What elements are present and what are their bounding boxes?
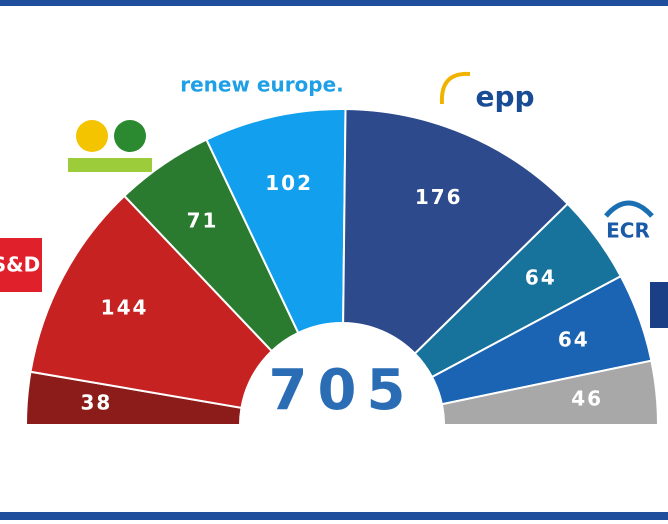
greens-logo [68, 120, 152, 172]
frame-top [0, 0, 668, 6]
epp-arc [439, 71, 471, 105]
seat-segment [29, 194, 274, 409]
ecr-logo: ECR [606, 219, 650, 243]
seat-segment [342, 108, 570, 356]
seat-label: 102 [265, 171, 313, 195]
sd-logo-box [0, 238, 42, 292]
seat-segment [440, 359, 660, 426]
seat-label: 64 [558, 328, 590, 352]
seat-label: 71 [187, 208, 219, 232]
seat-label: 176 [415, 185, 463, 209]
seat-arc: 38 144 71 102 176 64 64 46 [24, 108, 660, 426]
frame-bottom [0, 512, 668, 520]
total-seats: 705 [269, 358, 416, 423]
epp-logo: epp [475, 80, 534, 113]
id-logo [650, 282, 668, 328]
seat-label: 38 [80, 391, 112, 415]
renew-logo: renew europe. [180, 73, 344, 97]
sd-logo: S&D [0, 253, 40, 277]
seat-label: 46 [571, 386, 603, 410]
seat-label: 144 [101, 295, 149, 319]
seat-label: 64 [525, 266, 557, 290]
ecr-arc [604, 200, 654, 218]
